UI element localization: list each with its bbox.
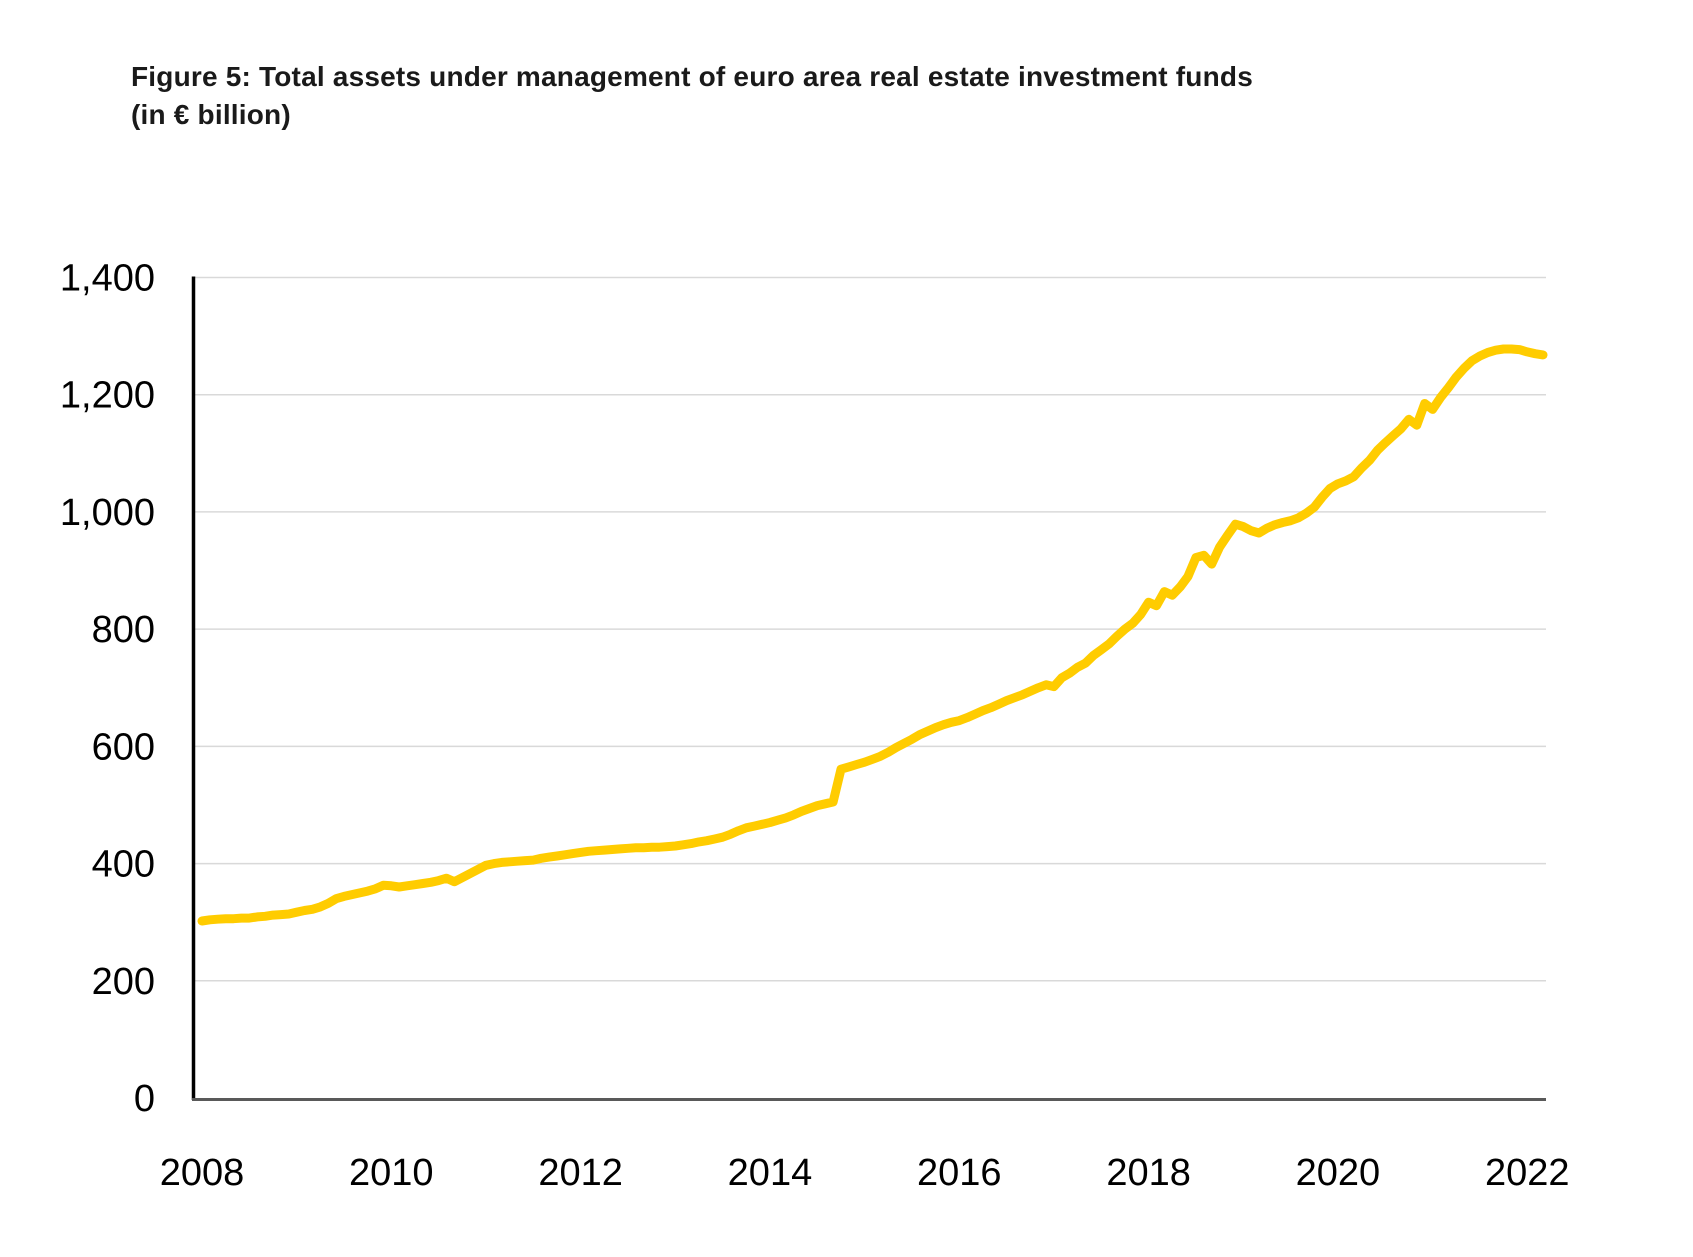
x-tick-label-2012: 2012: [538, 1152, 623, 1194]
gridlines: [194, 276, 1546, 982]
x-tick-label-2014: 2014: [728, 1152, 813, 1194]
x-tick-label-2020: 2020: [1296, 1152, 1381, 1194]
y-tick-label-1,400: 1,400: [60, 258, 155, 300]
y-axis-tick-labels: 0 200 400 600 800 1,000 1,200 1,400: [60, 258, 155, 1121]
y-tick-label-0: 0: [134, 1078, 155, 1120]
x-tick-label-2018: 2018: [1106, 1152, 1191, 1194]
y-tick-label-1,000: 1,000: [60, 492, 155, 534]
y-tick-label-200: 200: [92, 961, 155, 1003]
figure-title-line1: Figure 5: Total assets under management …: [131, 61, 1253, 92]
x-tick-label-2022: 2022: [1485, 1152, 1570, 1194]
x-tick-label-2008: 2008: [160, 1152, 245, 1194]
x-axis-tick-labels: 2008 2010 2012 2014 2016 2018 2020 2022: [160, 1152, 1570, 1194]
x-tick-label-2010: 2010: [349, 1152, 434, 1194]
y-tick-label-400: 400: [92, 844, 155, 886]
y-tick-label-800: 800: [92, 609, 155, 651]
x-tick-label-2016: 2016: [917, 1152, 1002, 1194]
y-tick-label-1,200: 1,200: [60, 375, 155, 417]
y-tick-label-600: 600: [92, 726, 155, 768]
figure-title-line2: (in € billion): [131, 99, 291, 130]
figure-title: Figure 5: Total assets under management …: [131, 58, 1253, 134]
aum-series-line: [197, 344, 1548, 926]
